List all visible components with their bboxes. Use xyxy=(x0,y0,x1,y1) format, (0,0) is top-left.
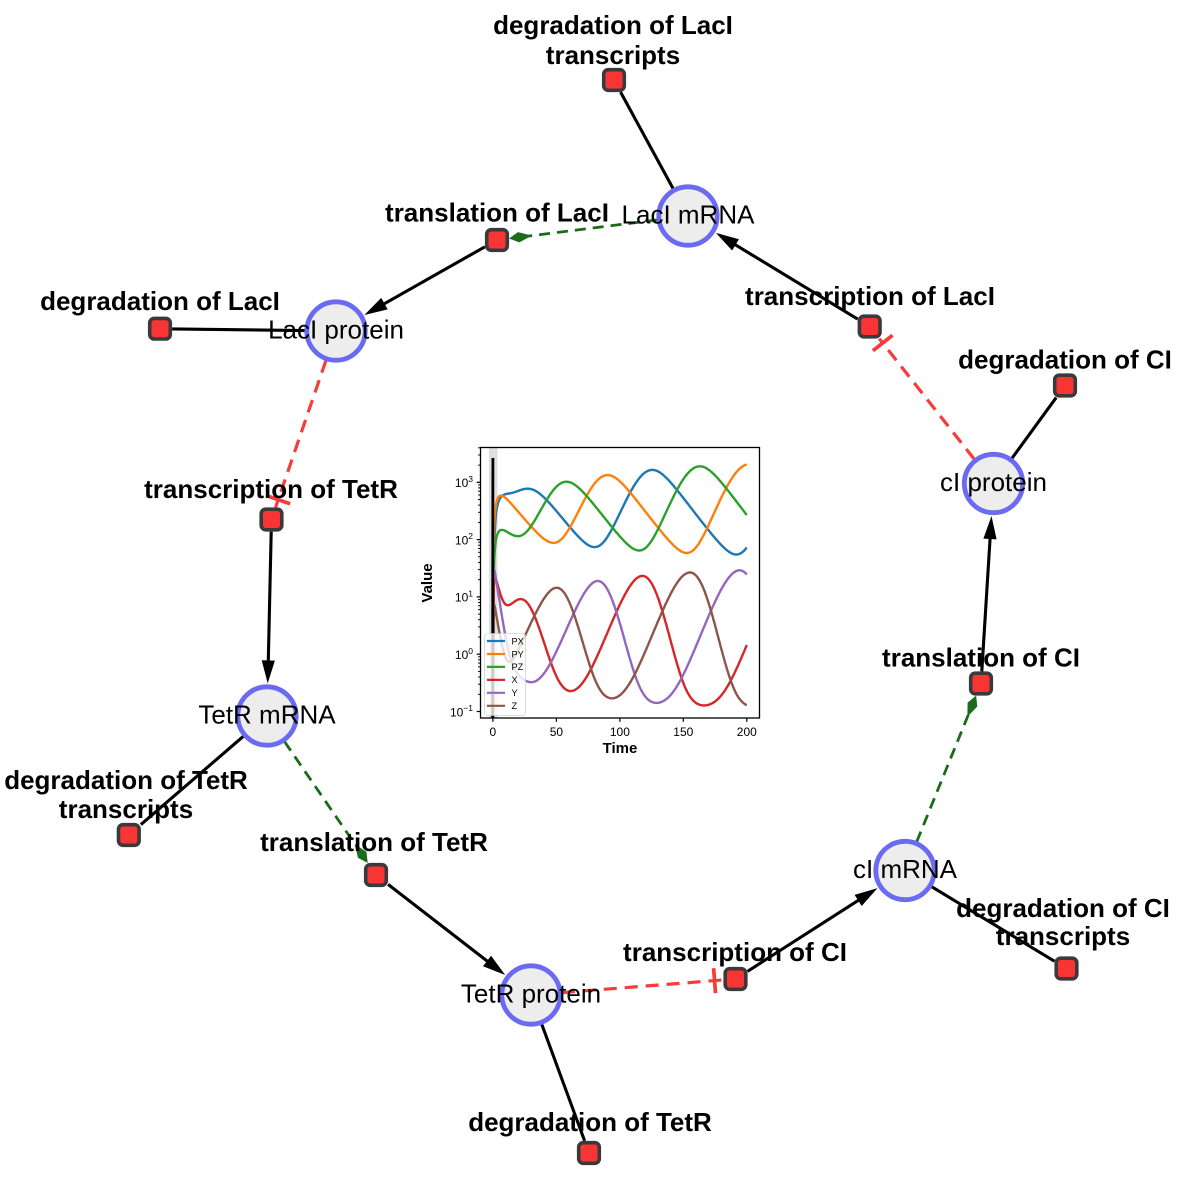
svg-text:transcripts: transcripts xyxy=(59,794,193,824)
svg-text:degradation of CI: degradation of CI xyxy=(956,893,1170,923)
svg-text:LacI protein: LacI protein xyxy=(268,315,404,345)
svg-text:transcription of CI: transcription of CI xyxy=(623,937,847,967)
svg-text:200: 200 xyxy=(737,725,757,739)
svg-text:transcripts: transcripts xyxy=(546,40,680,70)
svg-text:50: 50 xyxy=(550,725,564,739)
svg-text:cI protein: cI protein xyxy=(940,467,1047,497)
svg-text:TetR protein: TetR protein xyxy=(461,979,601,1009)
svg-text:PY: PY xyxy=(512,649,524,659)
svg-text:Y: Y xyxy=(512,688,518,698)
svg-text:translation of CI: translation of CI xyxy=(882,643,1080,673)
svg-text:transcription of TetR: transcription of TetR xyxy=(144,474,398,504)
svg-text:150: 150 xyxy=(673,725,693,739)
svg-text:LacI mRNA: LacI mRNA xyxy=(622,200,756,230)
svg-text:Z: Z xyxy=(512,701,518,711)
svg-text:Value: Value xyxy=(419,563,436,602)
svg-text:degradation of TetR: degradation of TetR xyxy=(4,765,248,795)
svg-text:PX: PX xyxy=(512,636,524,646)
svg-text:cI mRNA: cI mRNA xyxy=(853,854,958,884)
svg-text:PZ: PZ xyxy=(512,662,524,672)
svg-text:Time: Time xyxy=(603,740,638,757)
svg-text:degradation of LacI: degradation of LacI xyxy=(493,10,733,40)
svg-text:0: 0 xyxy=(490,725,497,739)
svg-text:degradation of CI: degradation of CI xyxy=(958,344,1172,374)
svg-text:translation of LacI: translation of LacI xyxy=(385,198,609,228)
svg-text:100: 100 xyxy=(610,725,630,739)
svg-text:degradation of TetR: degradation of TetR xyxy=(468,1107,712,1137)
svg-text:transcription of LacI: transcription of LacI xyxy=(745,281,995,311)
svg-text:TetR mRNA: TetR mRNA xyxy=(198,700,336,730)
svg-text:transcripts: transcripts xyxy=(996,921,1130,951)
svg-text:degradation of LacI: degradation of LacI xyxy=(40,286,280,316)
svg-text:X: X xyxy=(512,675,518,685)
svg-text:translation of TetR: translation of TetR xyxy=(260,827,488,857)
